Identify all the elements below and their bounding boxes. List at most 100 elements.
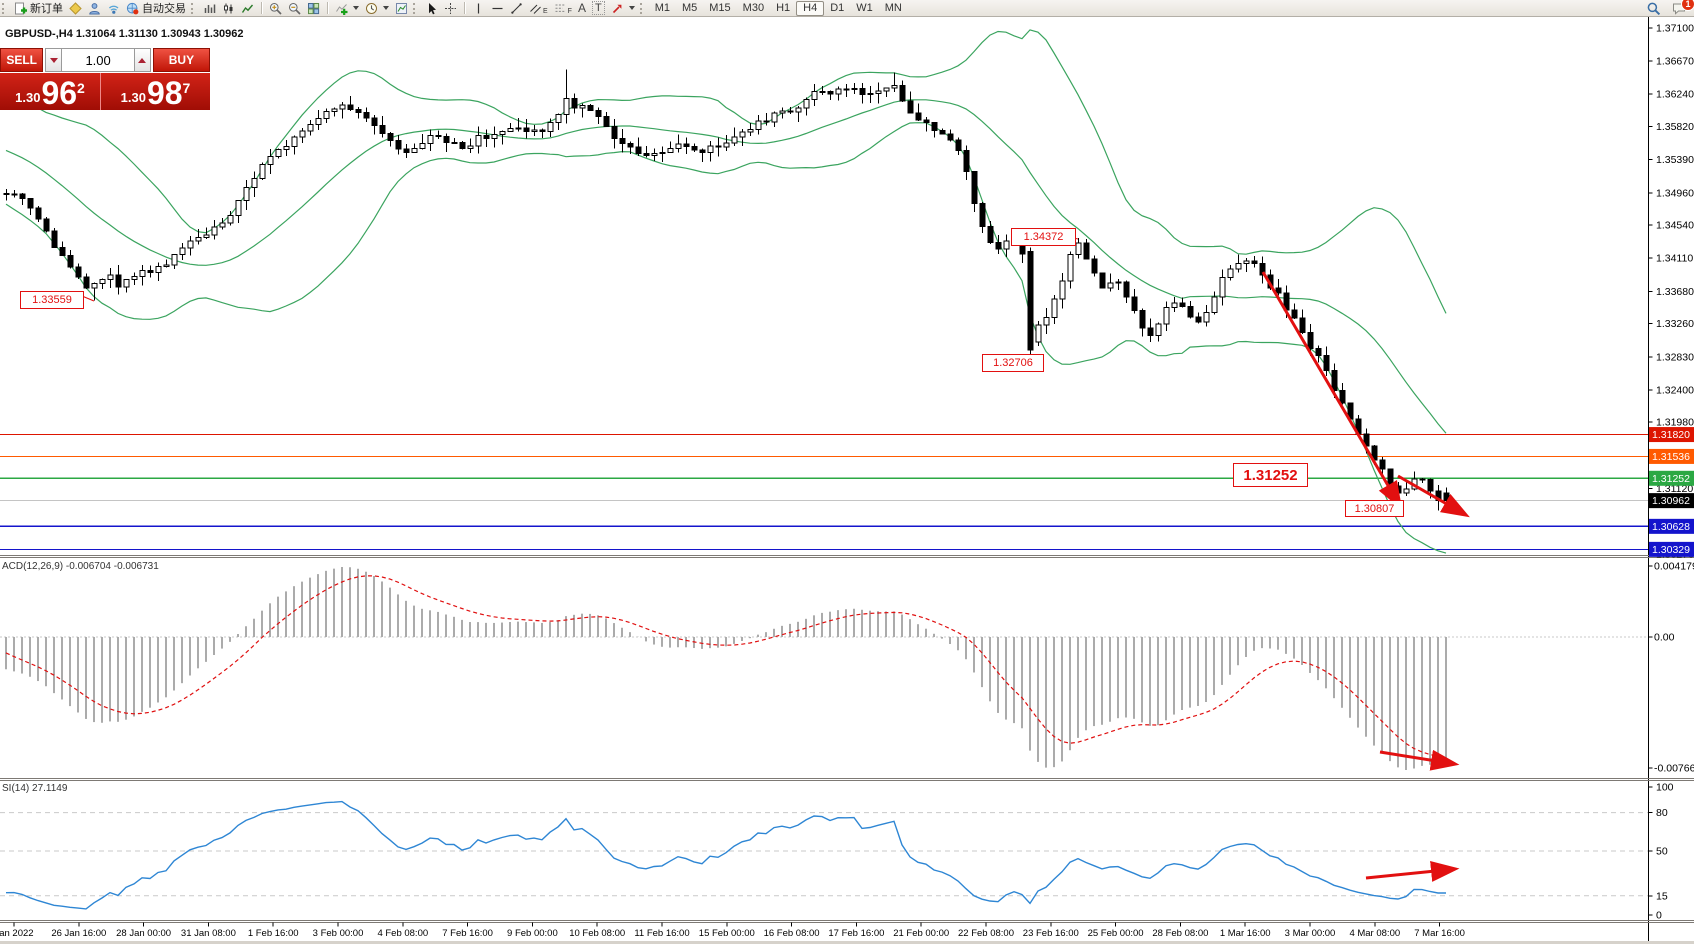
search-button[interactable]: [1644, 1, 1663, 16]
candle-bullish: [675, 143, 682, 149]
candle-bullish: [739, 131, 746, 138]
time-tick-label: 4 Mar 08:00: [1349, 928, 1400, 939]
time-tick-label: 10 Feb 08:00: [569, 928, 625, 939]
indicators-button[interactable]: [332, 1, 362, 16]
signal-icon: [107, 2, 120, 15]
trendline-button[interactable]: [507, 1, 526, 16]
periods-button[interactable]: [362, 1, 392, 16]
horizontal-line-button[interactable]: [488, 1, 507, 16]
volume-decrease-button[interactable]: [45, 48, 63, 72]
timeframe-button-H4[interactable]: H4: [796, 0, 825, 16]
candle-bearish: [995, 242, 1002, 250]
toolbar-grip[interactable]: [191, 2, 197, 14]
new-order-button[interactable]: 新订单: [11, 1, 66, 16]
tile-windows-button[interactable]: [304, 1, 323, 16]
rsi-axis-label: 0: [1656, 910, 1662, 922]
toolbar-grip[interactable]: [413, 2, 419, 14]
timeframe-button-M15[interactable]: M15: [709, 2, 731, 14]
candle-bullish: [339, 104, 346, 110]
timeframe-button-M5[interactable]: M5: [681, 2, 698, 14]
time-tick-label: 22 Feb 08:00: [958, 928, 1014, 939]
timeframe-button-D1[interactable]: D1: [830, 2, 845, 14]
chat-button[interactable]: 1: [1669, 0, 1694, 16]
price-label-130807[interactable]: 1.30807: [1345, 500, 1404, 517]
timeframe-button-M30[interactable]: M30: [742, 2, 765, 14]
sell-quote[interactable]: 1.30 96 2: [0, 73, 101, 110]
candle-bearish: [115, 274, 122, 288]
candle-bullish: [1163, 306, 1170, 325]
candle-bearish: [147, 270, 154, 273]
sell-price-pip: 2: [77, 80, 85, 96]
buy-quote[interactable]: 1.30 98 7: [101, 73, 210, 110]
candle-bullish: [1059, 280, 1066, 300]
vertical-line-button[interactable]: [469, 1, 488, 16]
candle-bullish: [1067, 253, 1074, 282]
price-axis[interactable]: 1.37100 1.36670 1.36240 1.35820 1.35390 1.349…: [1648, 23, 1694, 922]
price-badge-label: 1.30329: [1652, 544, 1690, 556]
price-tick-label: 1.31980: [1656, 417, 1694, 429]
bar-chart-button[interactable]: [200, 1, 219, 16]
price-badge-1.30962: [1649, 493, 1694, 509]
time-axis[interactable]: Jan 2022 26 Jan 16:00 28 Jan 00:00 31 Jan 0…: [0, 922, 1465, 940]
trend-arrow-3[interactable]: [1379, 749, 1460, 771]
trend-arrow-4[interactable]: [1365, 860, 1460, 882]
sell-button[interactable]: SELL: [0, 48, 44, 72]
timeframe-button-M1[interactable]: M1: [654, 2, 670, 14]
candle-bullish: [99, 278, 106, 284]
crosshair-button[interactable]: [441, 1, 460, 16]
candle-bearish: [963, 149, 970, 172]
analysis-annotations: [81, 237, 1470, 882]
price-badge-1.30628: [1649, 518, 1694, 534]
trend-arrow-1[interactable]: [1261, 271, 1403, 510]
trend-arrow-2[interactable]: [1397, 474, 1470, 518]
autotrade-button[interactable]: 自动交易: [123, 1, 189, 16]
candle-bullish: [1107, 282, 1114, 289]
line-chart-button[interactable]: [238, 1, 257, 16]
macd-signal-line: [5, 575, 1447, 759]
timeframe-button-W1[interactable]: W1: [856, 2, 873, 14]
cursor-button[interactable]: [422, 1, 441, 16]
candle-bearish: [923, 119, 930, 123]
main-toolbar: 新订单 自动交易 E F A T M1 M5 M15 M30 H1 H4 D1 W1 MN 1: [0, 0, 1694, 17]
text-label-button[interactable]: T: [589, 1, 608, 16]
buy-button[interactable]: BUY: [152, 48, 210, 72]
candle-bullish: [171, 254, 178, 266]
market-watch-button[interactable]: [66, 1, 85, 16]
timeframe-button-H1[interactable]: H1: [776, 2, 791, 14]
templates-button[interactable]: [392, 1, 411, 16]
price-label-134372[interactable]: 1.34372: [1011, 228, 1076, 246]
price-tick-label: 1.36240: [1656, 89, 1694, 101]
signals-button[interactable]: [104, 1, 123, 16]
timeframe-button-MN[interactable]: MN: [884, 2, 902, 14]
volume-input[interactable]: [62, 48, 135, 72]
price-label-131252[interactable]: 1.31252: [1233, 463, 1308, 487]
candle-bearish: [899, 84, 906, 102]
zoom-in-button[interactable]: [266, 1, 285, 16]
candle-bullish: [307, 124, 314, 132]
text-button[interactable]: A: [575, 1, 589, 16]
equidistant-channel-button[interactable]: E: [526, 1, 551, 16]
candle-bearish: [827, 91, 834, 95]
sell-price-big: 96: [41, 75, 78, 111]
price-label-133559[interactable]: 1.33559: [20, 291, 84, 309]
candle-bearish: [35, 207, 42, 220]
community-button[interactable]: [85, 1, 104, 16]
toolbar-grip[interactable]: [639, 2, 646, 14]
candle-bullish: [835, 88, 842, 95]
candlestick-chart-button[interactable]: [219, 1, 238, 16]
candle-bearish: [51, 230, 58, 248]
toolbar-grip[interactable]: [2, 2, 8, 14]
price-label-132706[interactable]: 1.32706: [982, 354, 1044, 372]
zoom-out-button[interactable]: [285, 1, 304, 16]
candle-bullish: [659, 152, 666, 155]
volume-increase-button[interactable]: [134, 48, 151, 72]
fibonacci-button[interactable]: F: [551, 1, 575, 16]
candle-bullish: [219, 222, 226, 228]
macd-axis-label: 0.004179: [1654, 561, 1694, 573]
new-order-label: 新订单: [30, 3, 63, 15]
arrow-tools-button[interactable]: [608, 1, 638, 16]
price-badge-label: 1.31536: [1652, 451, 1690, 463]
toolbar-separator: [261, 2, 262, 14]
candle-bearish: [635, 146, 642, 155]
